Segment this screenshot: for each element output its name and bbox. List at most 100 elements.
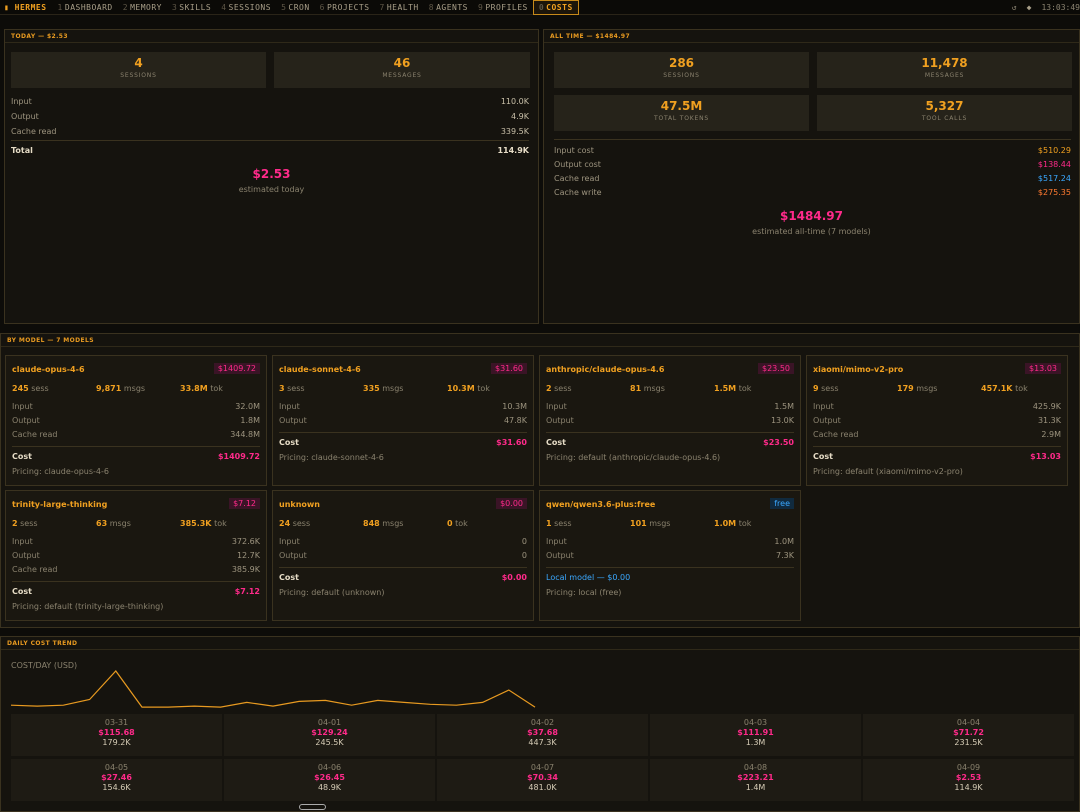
divider [546, 567, 794, 568]
day-tokens: 481.0K [528, 783, 557, 792]
alltime-messages-value: 11,478 [921, 56, 968, 70]
tokens-value: 0 [447, 519, 453, 528]
row-label: Cost [279, 438, 299, 447]
row-value: 110.0K [500, 97, 529, 106]
row-label: Output cost [554, 160, 601, 169]
model-messages: 179 msgs [897, 384, 981, 393]
scroll-handle[interactable] [299, 804, 326, 810]
row-value: 13.0K [770, 416, 794, 425]
row-value: 2.9M [1041, 430, 1061, 439]
model-stats: 1 sess 101 msgs 1.0M tok [546, 519, 751, 528]
tokens-unit: tok [214, 519, 227, 528]
tab-projects[interactable]: 6 PROJECTS [315, 0, 375, 15]
tokens-value: 457.1K [981, 384, 1013, 393]
alltime-tokens-stat: 47.5M TOTAL TOKENS [554, 95, 809, 131]
refresh-icon[interactable]: ↺ [1011, 3, 1017, 12]
today-panel: TODAY — $2.53 4 SESSIONS 46 MESSAGES Inp… [4, 29, 539, 324]
tab-agents[interactable]: 8 AGENTS [424, 0, 473, 15]
model-sessions: 24 sess [279, 519, 363, 528]
model-pricing: Pricing: claude-sonnet-4-6 [279, 453, 384, 462]
row-value: $517.24 [1037, 174, 1071, 183]
model-cost-badge: free [770, 498, 794, 509]
row-value: $275.35 [1037, 188, 1071, 197]
row-value: 7.3K [776, 551, 794, 560]
sessions-unit: sess [292, 519, 311, 528]
row-label: Output [813, 416, 841, 425]
theme-icon[interactable]: ◆ [1026, 3, 1032, 12]
row-label: Cost [12, 587, 32, 596]
row-value: 339.5K [500, 127, 529, 136]
day-tokens: 245.5K [315, 738, 344, 747]
model-cost-row: Cost $13.03 [813, 452, 1061, 461]
alltime-cache-read-row: Cache read $517.24 [554, 174, 1071, 183]
model-messages: 81 msgs [630, 384, 714, 393]
day-date: 04-09 [956, 763, 981, 772]
row-label: Cost [546, 438, 566, 447]
tab-costs[interactable]: 0 COSTS [532, 0, 579, 15]
tokens-unit: tok [1015, 384, 1028, 393]
row-value: 10.3M [502, 402, 527, 411]
tab-number: 4 [221, 2, 227, 12]
model-pricing: Pricing: default (unknown) [279, 588, 385, 597]
model-pricing: Pricing: default (xiaomi/mimo-v2-pro) [813, 467, 963, 476]
tokens-value: 33.8M [180, 384, 208, 393]
divider [546, 432, 794, 433]
model-cost-row: Cost $7.12 [12, 587, 260, 596]
row-label: Cache write [554, 188, 602, 197]
row-label: Total [11, 146, 33, 155]
divider [12, 581, 260, 582]
row-label: Cache read [12, 565, 58, 574]
tab-label: HEALTH [386, 2, 419, 12]
model-sessions: 9 sess [813, 384, 897, 393]
model-sessions: 2 sess [546, 384, 630, 393]
row-value: 1.5M [774, 402, 794, 411]
model-card: xiaomi/mimo-v2-pro $13.03 9 sess 179 msgs… [806, 355, 1068, 486]
today-total-row: Total 114.9K [11, 146, 529, 155]
sessions-value: 1 [546, 519, 552, 528]
today-cache-read-row: Cache read 339.5K [11, 127, 529, 136]
model-cost-badge: $1409.72 [213, 363, 260, 374]
tab-sessions[interactable]: 4 SESSIONS [216, 0, 276, 15]
tab-profiles[interactable]: 9 PROFILES [473, 0, 533, 15]
tab-dashboard[interactable]: 1 DASHBOARD [53, 0, 118, 15]
tab-health[interactable]: 7 HEALTH [375, 0, 424, 15]
alltime-title: ALL TIME — $1484.97 [544, 30, 1079, 43]
model-stats: 245 sess 9,871 msgs 33.8M tok [12, 384, 223, 393]
sessions-unit: sess [554, 384, 572, 393]
today-cost: $2.53 [252, 167, 291, 181]
today-cost-sub: estimated today [238, 185, 305, 194]
app-brand: ▮ HERMES [4, 2, 47, 12]
model-input-row: Input 32.0M [12, 402, 260, 411]
tab-cron[interactable]: 5 CRON [276, 0, 315, 15]
top-right-controls: ↺ ◆ 13:03:49 [1012, 0, 1080, 15]
tokens-value: 385.3K [180, 519, 212, 528]
today-title: TODAY — $2.53 [5, 30, 538, 43]
day-date: 04-02 [530, 718, 555, 727]
row-value: $7.12 [234, 587, 260, 596]
day-cost: $37.68 [527, 728, 558, 737]
day-date: 04-07 [530, 763, 555, 772]
tab-label: PROJECTS [326, 2, 370, 12]
day-cost: $129.24 [311, 728, 348, 737]
row-label: Output [279, 416, 307, 425]
today-sessions-label: SESSIONS [120, 72, 157, 79]
tab-memory[interactable]: 2 MEMORY [118, 0, 167, 15]
row-label: Cost [813, 452, 833, 461]
alltime-output-cost-row: Output cost $138.44 [554, 160, 1071, 169]
model-cost-row: Cost $0.00 [279, 573, 527, 582]
today-sessions-stat: 4 SESSIONS [11, 52, 266, 88]
messages-unit: msgs [382, 384, 404, 393]
row-label: Cache read [554, 174, 600, 183]
day-cell: 04-07 $70.34 481.0K [437, 759, 648, 801]
model-messages: 9,871 msgs [96, 384, 180, 393]
day-date: 04-01 [317, 718, 342, 727]
model-card: claude-opus-4-6 $1409.72 245 sess 9,871 m… [5, 355, 267, 486]
local-model-note: Local model — $0.00 [546, 573, 631, 582]
messages-unit: msgs [123, 384, 146, 393]
row-value: $31.60 [496, 438, 527, 447]
row-value: 372.6K [231, 537, 260, 546]
tab-skills[interactable]: 3 SKILLS [167, 0, 216, 15]
row-label: Input [546, 402, 567, 411]
alltime-panel: ALL TIME — $1484.97 286 SESSIONS 11,478 … [543, 29, 1080, 324]
row-label: Cache read [813, 430, 859, 439]
